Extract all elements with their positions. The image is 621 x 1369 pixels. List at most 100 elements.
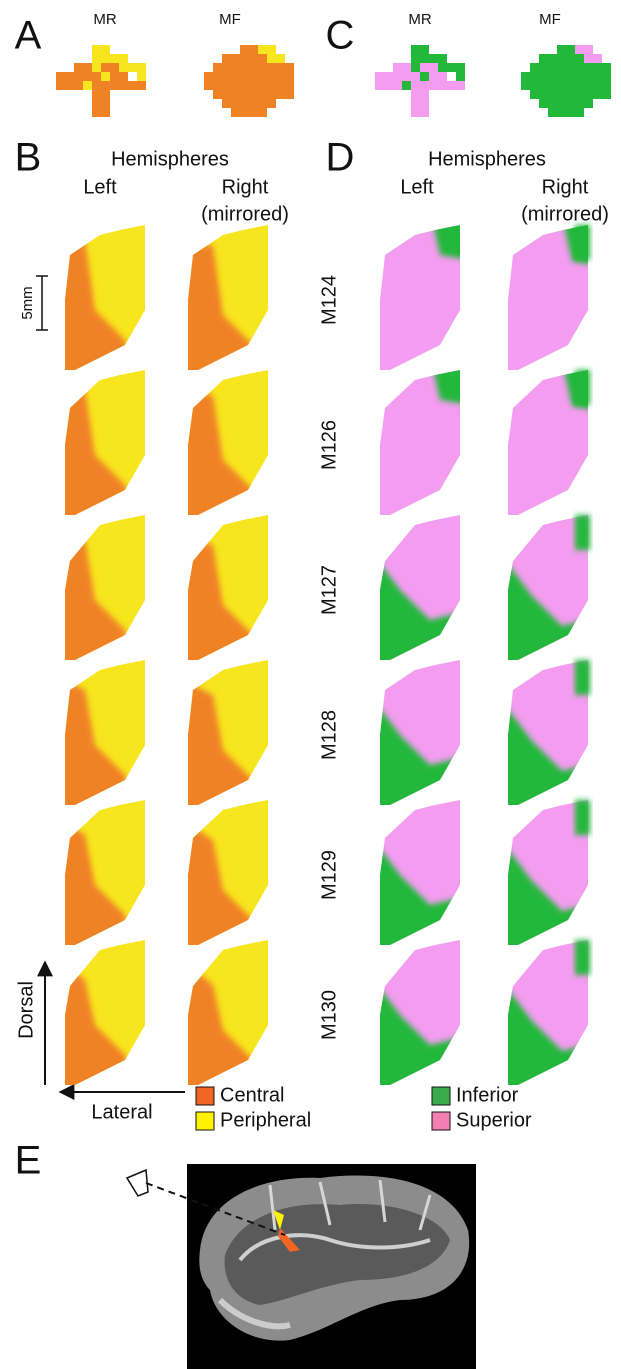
pixel (240, 45, 249, 54)
pixel (557, 45, 566, 54)
legend-label: Superior (456, 1109, 532, 1131)
pixel (593, 72, 602, 81)
pixel (602, 63, 611, 72)
map-corner (575, 370, 590, 405)
pixel (593, 63, 602, 72)
legend-swatch (432, 1112, 450, 1130)
pixel (74, 72, 83, 81)
pixel (222, 72, 231, 81)
pixel (258, 45, 267, 54)
pixel (530, 72, 539, 81)
pixel (566, 90, 575, 99)
pixel (204, 72, 213, 81)
pixel (548, 99, 557, 108)
pixel (240, 81, 249, 90)
pixel (101, 72, 110, 81)
figure: ABCDEMRMFMRMFHemispheresLeftRight(mirror… (0, 0, 621, 1369)
pixel (119, 54, 128, 63)
pixel (548, 54, 557, 63)
pixel (575, 99, 584, 108)
pixel (249, 54, 258, 63)
pixel (456, 72, 465, 81)
pixel (276, 63, 285, 72)
pixel (393, 81, 402, 90)
pixel (101, 81, 110, 90)
pixel (575, 90, 584, 99)
pixel (258, 90, 267, 99)
heading: Hemispheres (428, 148, 546, 170)
legend-label: Central (220, 1084, 284, 1106)
pixel (240, 72, 249, 81)
pixel (539, 81, 548, 90)
pixel (258, 54, 267, 63)
pixel (566, 63, 575, 72)
pixel (92, 72, 101, 81)
pixel (393, 63, 402, 72)
pixel (438, 54, 447, 63)
pixel (110, 81, 119, 90)
pixel (411, 54, 420, 63)
pixel (83, 72, 92, 81)
pixel (65, 81, 74, 90)
pixel (584, 72, 593, 81)
pixel (249, 81, 258, 90)
pixel (56, 81, 65, 90)
pixel (222, 81, 231, 90)
column-label: MR (408, 11, 431, 28)
pixel (548, 72, 557, 81)
pixel (249, 45, 258, 54)
pixel (101, 108, 110, 117)
pixel (276, 54, 285, 63)
pixel (258, 63, 267, 72)
column-label: MR (93, 11, 116, 28)
pixel (267, 72, 276, 81)
pixel (92, 45, 101, 54)
pixel (575, 45, 584, 54)
pixel (267, 99, 276, 108)
pixel (249, 63, 258, 72)
pixel (420, 54, 429, 63)
column-label: MF (219, 11, 241, 28)
pixel (411, 45, 420, 54)
subject-label: M124 (318, 275, 340, 325)
pixel (267, 54, 276, 63)
legend-label: Peripheral (220, 1109, 311, 1131)
pixel (231, 72, 240, 81)
pixel (456, 63, 465, 72)
map-corner (575, 515, 590, 550)
subject-label: M126 (318, 420, 340, 470)
pixel (92, 108, 101, 117)
pixel (276, 90, 285, 99)
subject-label: M128 (318, 710, 340, 760)
pixel (137, 81, 146, 90)
pixel (101, 99, 110, 108)
axis-label: Dorsal (15, 981, 37, 1039)
pixel (56, 72, 65, 81)
pixel (521, 81, 530, 90)
pixel (213, 81, 222, 90)
pixel (557, 108, 566, 117)
column-label: Right (542, 176, 589, 198)
pixel (557, 81, 566, 90)
pixel (402, 81, 411, 90)
pixel (137, 72, 146, 81)
pixel (447, 81, 456, 90)
panel-label: C (326, 14, 355, 58)
pixel (393, 72, 402, 81)
pixel (92, 63, 101, 72)
column-label: Left (400, 176, 434, 198)
pixel (566, 108, 575, 117)
pixel (420, 45, 429, 54)
pixel (548, 81, 557, 90)
pixel (447, 63, 456, 72)
pixel (65, 72, 74, 81)
pixel (411, 90, 420, 99)
column-label: (mirrored) (201, 203, 289, 225)
legend-label: Inferior (456, 1084, 519, 1106)
pixel (240, 90, 249, 99)
pixel (222, 63, 231, 72)
pixel (584, 63, 593, 72)
pixel (74, 81, 83, 90)
pixel (411, 108, 420, 117)
pixel (456, 81, 465, 90)
